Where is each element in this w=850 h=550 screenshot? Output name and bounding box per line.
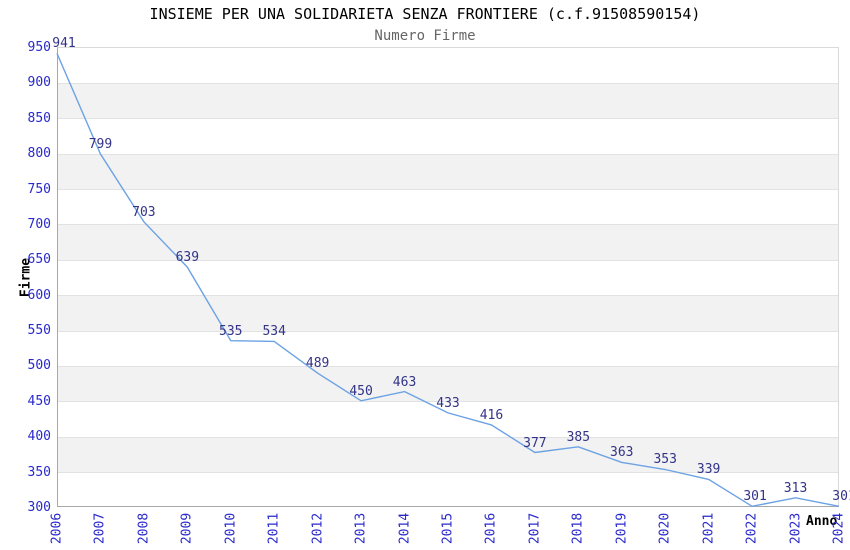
data-label: 639 (175, 250, 200, 266)
x-tick-label: 2007 (92, 512, 108, 545)
x-tick-label: 2023 (788, 512, 804, 545)
gridline (58, 82, 838, 84)
x-tick-label: 2022 (744, 512, 760, 545)
x-tick-label: 2011 (266, 512, 282, 545)
data-label: 463 (392, 374, 417, 390)
trend-line-layer (56, 53, 840, 508)
data-label: 377 (523, 435, 547, 451)
data-label: 301 (743, 489, 767, 505)
plot-band (58, 366, 838, 402)
data-label: 799 (88, 136, 113, 152)
x-tick-label: 2012 (310, 512, 326, 545)
x-tick-label: 2009 (179, 512, 195, 545)
gridline (58, 224, 838, 226)
y-tick-label: 500 (27, 358, 51, 374)
y-tick-label: 850 (27, 110, 51, 126)
gridline (58, 330, 838, 332)
x-tick-label: 2017 (527, 512, 543, 545)
data-label: 339 (696, 462, 721, 478)
data-label: 535 (219, 323, 243, 339)
gridline (58, 365, 838, 367)
x-tick-label: 2015 (440, 512, 456, 545)
x-tick-label: 2024 (831, 512, 847, 545)
gridline (58, 472, 838, 474)
data-label: 416 (479, 407, 504, 423)
y-tick-label: 900 (27, 75, 51, 91)
plot-band (58, 224, 838, 261)
x-tick-label: 2010 (223, 512, 239, 545)
chart-title: INSIEME PER UNA SOLIDARIETA SENZA FRONTI… (149, 5, 701, 23)
data-label: 353 (653, 452, 677, 468)
data-label: 363 (610, 445, 634, 461)
data-label: 385 (566, 429, 591, 445)
x-tick-label: 2013 (353, 512, 369, 545)
data-label: 534 (262, 324, 286, 340)
y-tick-label: 450 (27, 393, 51, 409)
gridline (58, 118, 838, 120)
x-tick-label: 2006 (49, 512, 65, 545)
gridline (58, 436, 838, 438)
data-label: 433 (436, 395, 460, 411)
y-tick-label: 350 (27, 464, 51, 480)
x-axis-title: Anno (806, 514, 838, 529)
x-tick-label: 2016 (483, 512, 499, 545)
data-label: 489 (305, 356, 330, 372)
data-label: 703 (132, 204, 156, 220)
gridline (58, 401, 838, 403)
gridline (58, 295, 838, 297)
y-tick-label: 550 (27, 323, 51, 339)
plot-band (58, 154, 838, 190)
plot-area (57, 47, 839, 507)
data-label: 450 (349, 383, 373, 399)
x-tick-label: 2018 (570, 512, 586, 545)
plot-band (58, 295, 838, 332)
x-tick-label: 2020 (657, 512, 673, 545)
gridline (58, 153, 838, 155)
y-tick-label: 700 (27, 216, 51, 232)
y-tick-label: 300 (27, 500, 51, 515)
x-tick-label: 2019 (614, 512, 630, 545)
y-tick-label: 950 (27, 40, 51, 55)
plot-band (58, 83, 838, 119)
data-label: 313 (783, 480, 808, 496)
trend-line (56, 53, 840, 508)
data-label: 941 (52, 36, 76, 52)
x-tick-label: 2008 (136, 512, 152, 545)
y-tick-label: 800 (27, 146, 51, 162)
y-axis-title: Firme (18, 257, 34, 298)
gridline (58, 259, 838, 261)
y-tick-label: 650 (27, 252, 51, 268)
x-tick-label: 2021 (701, 512, 717, 545)
gridline (58, 189, 838, 191)
y-tick-label: 400 (27, 429, 51, 445)
y-tick-label: 600 (27, 287, 51, 303)
y-tick-label: 750 (27, 181, 51, 197)
chart-subtitle: Numero Firme (374, 28, 476, 44)
plot-band (58, 437, 838, 473)
data-label: 301 (832, 489, 850, 505)
x-tick-label: 2014 (397, 512, 413, 545)
